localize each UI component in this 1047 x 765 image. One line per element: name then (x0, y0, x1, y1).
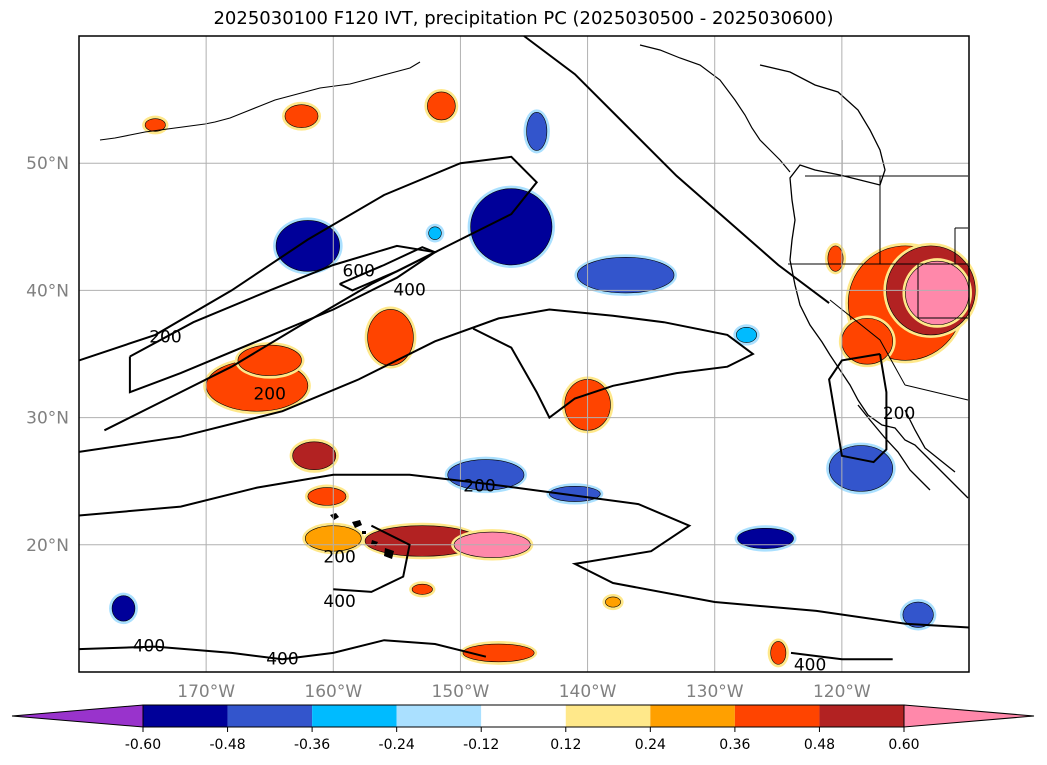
ivt-contour-200 (333, 524, 411, 593)
pc-anomaly (427, 91, 456, 121)
pc-anomaly (144, 118, 166, 132)
colorbar-tick-label: -0.36 (294, 737, 330, 753)
colorbar-segment (481, 705, 566, 727)
aleutian-islands (99, 91, 306, 141)
pc-anomaly (111, 595, 136, 622)
gridlines (79, 36, 969, 672)
x-tick-label: 120°W (813, 682, 871, 702)
alaska-peninsula (304, 61, 421, 93)
pc-anomaly (736, 326, 757, 343)
colorbar-tick-label: 0.12 (550, 737, 581, 753)
colorbar-segment (734, 705, 820, 727)
baja-coastline (857, 404, 931, 491)
pc-anomaly (827, 245, 844, 272)
pc-anomaly (905, 260, 970, 326)
ivt-contour-400 (790, 651, 893, 661)
ivt-contour-200 (523, 35, 830, 304)
ivt-contour-400 (128, 244, 438, 394)
pc-anomaly (470, 188, 553, 266)
pc-anomaly (292, 441, 337, 471)
ivt-contour-200 (828, 353, 888, 464)
plot-frame (78, 35, 970, 673)
x-tick-label: 150°W (432, 682, 490, 702)
pc-anomaly (284, 104, 319, 128)
pc-anomaly (367, 309, 414, 366)
x-tick-labels: 170°W 160°W 150°W 140°W 130°W 120°W (177, 682, 871, 702)
colorbar-extend-max (903, 704, 1035, 728)
ivt-contour-label: 400 (266, 649, 298, 669)
ivt-contour-label: 200 (323, 548, 355, 568)
y-tick-label: 40°N (26, 281, 69, 301)
colorbar-tick-label: 0.24 (635, 737, 666, 753)
y-tick-labels: 20°N 30°N 40°N 50°N (26, 154, 69, 556)
ivt-contours (78, 35, 970, 661)
ivt-contour-label: 400 (393, 280, 425, 300)
ivt-contour-400 (78, 639, 487, 661)
x-tick-label: 160°W (304, 682, 362, 702)
pc-anomaly (307, 487, 347, 506)
y-tick-label: 20°N (26, 536, 69, 556)
colorbar-segment (565, 705, 651, 727)
pc-anomaly (275, 220, 340, 272)
ivt-contour-label: 400 (323, 592, 355, 612)
ivt-contour-label: 400 (794, 656, 826, 676)
x-tick-label: 140°W (559, 682, 617, 702)
y-tick-label: 50°N (26, 154, 69, 174)
colorbar-extend-min (11, 704, 144, 728)
colorbar-tick-label: -0.12 (463, 737, 499, 753)
ivt-contour-label: 200 (149, 327, 181, 347)
pc-anomaly (902, 601, 934, 628)
colorbar-segment (227, 705, 313, 727)
colorbar-tick-label: -0.24 (379, 737, 415, 753)
alaska-coast (639, 44, 791, 173)
gulf-of-california (904, 409, 956, 473)
ivt-contour-label: 600 (342, 261, 374, 281)
colorbar-segment (819, 705, 904, 727)
ivt-contour-label: 200 (463, 476, 495, 496)
colorbar-tick-label: 0.48 (804, 737, 835, 753)
ivt-contour-600 (339, 246, 438, 292)
ivt-contour-200 (78, 155, 539, 432)
chart-title: 2025030100 F120 IVT, precipitation PC (2… (213, 8, 834, 29)
pc-anomaly (462, 643, 535, 663)
y-tick-label: 30°N (26, 409, 69, 429)
pc-anomaly (605, 596, 621, 608)
colorbar-segment (312, 705, 397, 727)
x-tick-label: 130°W (686, 682, 744, 702)
ivt-contour-labels: 200 600 400 200 200 200 400 400 400 400 200 (133, 261, 916, 675)
pc-anomaly (237, 344, 302, 376)
coastlines (99, 44, 969, 559)
pc-anomaly (737, 527, 794, 549)
pc-anomaly (411, 583, 433, 595)
precipitation-pc-shading (109, 88, 979, 668)
colorbar-frame (142, 704, 905, 728)
colorbar: -0.60 -0.48 -0.36 -0.24 -0.12 0.12 0.24 0.36 0.4… (11, 704, 1035, 753)
pc-anomaly (526, 112, 548, 151)
x-tick-label: 170°W (177, 682, 235, 702)
pc-anomaly (841, 318, 894, 365)
colorbar-segment (396, 705, 482, 727)
ivt-contour-200 (78, 473, 970, 629)
ivt-contour-label: 400 (133, 637, 165, 657)
ivt-contour-label: 200 (883, 404, 915, 424)
colorbar-segment (143, 705, 228, 727)
ivt-contour-400 (78, 308, 755, 453)
colorbar-tick-label: -0.48 (209, 737, 245, 753)
ivt-contour-label: 200 (253, 385, 285, 405)
north-america-coastline (759, 64, 969, 499)
hawaii-islands (330, 513, 394, 559)
colorbar-tick-label: 0.60 (888, 737, 919, 753)
pc-anomaly (770, 641, 787, 665)
pc-anomaly (577, 257, 675, 294)
colorbar-tick-label: 0.36 (719, 737, 750, 753)
pc-anomaly (428, 226, 442, 240)
colorbar-segment (650, 705, 735, 727)
colorbar-tick-label: -0.60 (125, 737, 161, 753)
